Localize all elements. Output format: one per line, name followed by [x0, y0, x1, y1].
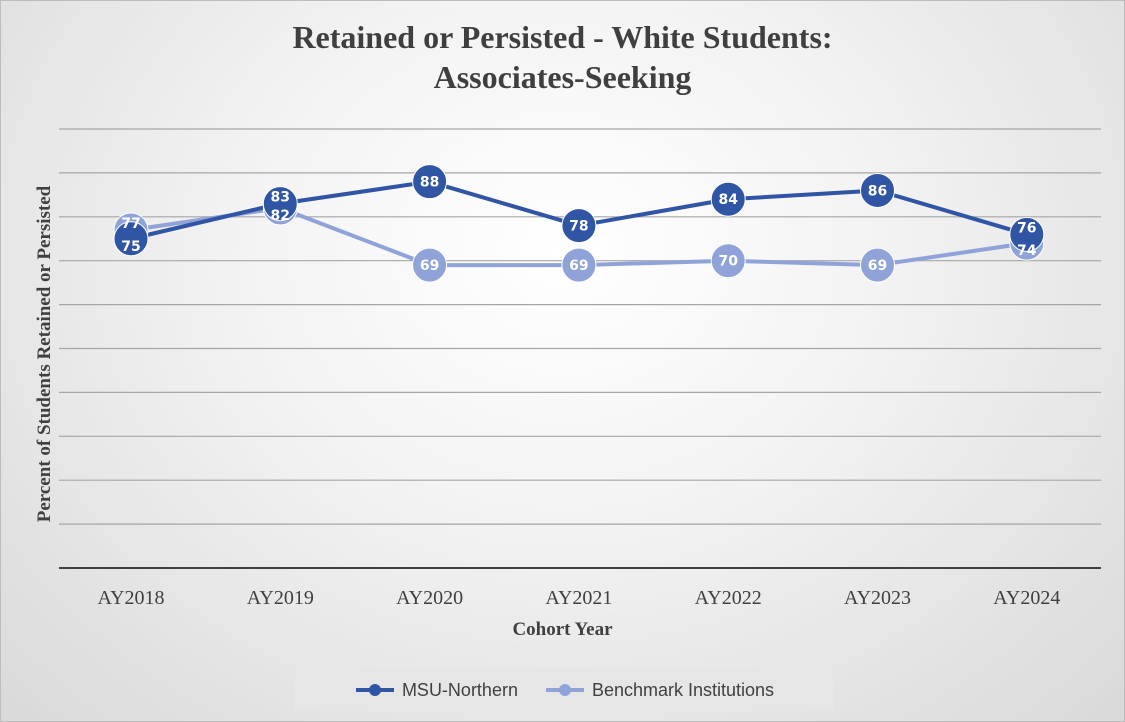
data-label: 84 — [718, 192, 738, 208]
legend: MSU-Northern Benchmark Institutions — [294, 669, 834, 711]
x-tick-label: AY2023 — [844, 587, 911, 609]
x-tick-label: AY2022 — [695, 587, 762, 609]
x-tick-label: AY2021 — [545, 587, 612, 609]
data-label: 77 — [121, 216, 140, 232]
data-point — [710, 181, 746, 217]
legend-label-msu-northern: MSU-Northern — [401, 679, 518, 700]
data-label: 82 — [271, 208, 290, 224]
data-label: 86 — [868, 183, 887, 199]
legend-swatch-msu-northern — [355, 684, 394, 696]
data-point — [113, 221, 149, 257]
x-tick-label: AY2024 — [993, 587, 1060, 609]
x-tick-label: AY2018 — [97, 587, 164, 609]
series-points: 77 82 69 69 70 69 74 75 83 88 78 84 86 76 — [113, 164, 1045, 283]
data-label: 78 — [569, 219, 588, 235]
data-point — [561, 247, 597, 283]
legend-label-benchmark: Benchmark Institutions — [591, 679, 775, 700]
legend-item-benchmark[interactable]: Benchmark Institutions — [544, 680, 774, 701]
chart-title-line-2: Associates-Seeking — [433, 59, 692, 95]
data-point — [412, 164, 448, 200]
legend-item-msu-northern[interactable]: MSU-Northern — [354, 680, 518, 701]
data-label: 74 — [1017, 243, 1037, 259]
x-tick-label: AY2020 — [396, 587, 463, 609]
data-label: 75 — [121, 239, 140, 255]
data-point — [262, 186, 298, 222]
legend-swatch-benchmark — [545, 684, 584, 696]
data-point — [412, 247, 448, 283]
data-label: 69 — [868, 258, 887, 274]
data-point — [860, 172, 895, 208]
data-label: 83 — [271, 190, 290, 206]
data-point — [1009, 216, 1045, 252]
x-tick-labels: AY2018 AY2019 AY2020 AY2021 AY2022 AY2023 AY20… — [97, 587, 1060, 609]
data-point — [710, 243, 746, 279]
data-point — [860, 247, 895, 283]
x-axis-label: Cohort Year — [512, 619, 613, 640]
gridlines — [59, 128, 1101, 569]
data-label: 69 — [569, 258, 588, 274]
data-label: 70 — [718, 254, 738, 270]
chart-title: Retained or Persisted - White Students: … — [1, 17, 1124, 97]
data-label: 88 — [420, 175, 439, 191]
chart-title-line-1: Retained or Persisted - White Students: — [292, 19, 833, 55]
x-tick-label: AY2019 — [247, 587, 314, 609]
data-label: 76 — [1017, 220, 1036, 236]
data-point — [561, 208, 597, 244]
data-label: 69 — [420, 258, 439, 274]
